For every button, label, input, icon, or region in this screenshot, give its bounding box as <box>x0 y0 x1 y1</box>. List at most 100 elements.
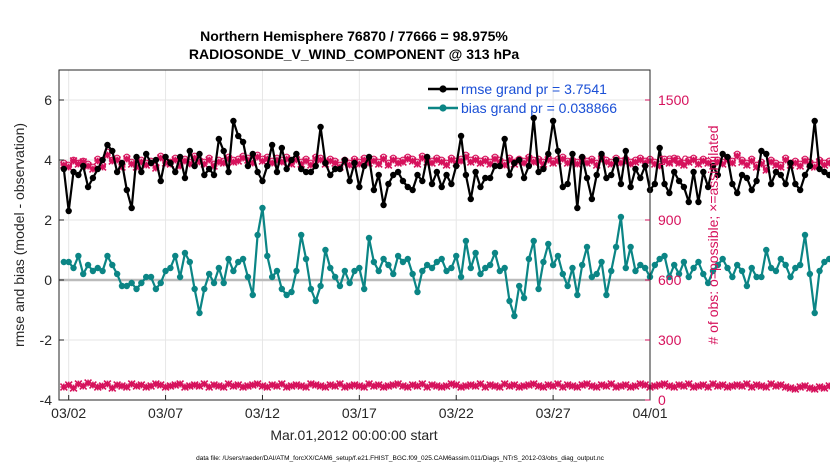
bias-point-107 <box>578 261 586 269</box>
bias-point-92 <box>506 297 513 305</box>
obs-assimilated-point-4 <box>79 158 88 166</box>
obs-assimilated-point-136 <box>718 160 727 168</box>
obs-assimilated-point-148 <box>776 163 785 171</box>
rmse-point-73 <box>414 171 421 179</box>
obs-assimilated-point-153 <box>801 157 809 165</box>
rmse-point-20 <box>157 177 164 185</box>
legend-bias-label: bias grand pr = 0.038866 <box>461 100 617 116</box>
rmse-point-41 <box>259 177 266 185</box>
obs-low-point-130 <box>689 383 698 391</box>
bias-point-116 <box>622 264 629 272</box>
obs-low-point-117 <box>626 383 635 391</box>
obs-low-point-114 <box>612 383 621 391</box>
obs-low-point-33 <box>219 383 228 391</box>
obs-low-point-74 <box>418 380 427 388</box>
rmse-point-82 <box>457 132 465 140</box>
obs-assimilated-point-8 <box>98 163 107 171</box>
bias-point-55 <box>327 264 334 272</box>
bias-point-90 <box>496 267 504 275</box>
obs-low-point-103 <box>558 383 567 391</box>
obs-assimilated-point-70 <box>398 158 407 166</box>
obs-low-point-138 <box>728 382 737 390</box>
obs-low-point-36 <box>234 381 243 389</box>
rmse-point-35 <box>230 117 237 125</box>
bias-point-93 <box>511 312 518 320</box>
obs-assimilated-point-101 <box>549 159 558 167</box>
rmse-point-26 <box>186 147 193 155</box>
obs-low-point-15 <box>132 382 141 390</box>
rmse-point-95 <box>520 174 528 182</box>
obs-assimilated-point-40 <box>253 153 262 161</box>
bias-point-73 <box>414 288 421 296</box>
rmse-point-94 <box>516 156 523 164</box>
rmse-point-115 <box>617 180 625 188</box>
obs-low-point-143 <box>752 381 761 389</box>
obs-low-point-102 <box>553 380 562 388</box>
obs-low-point-127 <box>675 381 684 389</box>
obs-assimilated-point-6 <box>88 165 97 173</box>
rmse-point-101 <box>549 117 557 125</box>
x-tick-label-5: 03/27 <box>536 405 571 421</box>
obs-low-point-55 <box>326 381 335 389</box>
rmse-point-62 <box>360 162 368 170</box>
obs-low-point-65 <box>374 381 383 389</box>
y-tick-label-left-2: 0 <box>44 272 52 288</box>
bias-point-36 <box>235 258 242 266</box>
rmse-point-63 <box>365 153 373 161</box>
obs-low-point-3 <box>74 380 83 388</box>
bias-point-25 <box>181 249 189 257</box>
bias-point-128 <box>680 258 688 266</box>
obs-low-point-62 <box>360 383 369 391</box>
obs-assimilated-point-112 <box>602 158 611 166</box>
obs-low-point-110 <box>592 383 601 391</box>
bias-point-81 <box>453 252 460 260</box>
bias-point-32 <box>215 264 223 272</box>
obs-low-point-133 <box>704 383 713 391</box>
bias-point-15 <box>133 285 140 293</box>
obs-assimilated-point-32 <box>214 158 223 166</box>
rmse-point-39 <box>249 150 256 158</box>
obs-low-point-69 <box>394 380 403 388</box>
obs-low-point-21 <box>161 383 170 391</box>
y-tick-label-right-0: 0 <box>658 392 666 408</box>
legend: rmse grand pr = 3.7541 bias grand pr = 0… <box>428 81 617 116</box>
rmse-point-157 <box>821 168 828 176</box>
bias-point-131 <box>695 258 702 266</box>
obs-assimilated-point-23 <box>171 156 180 164</box>
obs-low-point-94 <box>515 383 524 391</box>
obs-assimilated-point-83 <box>461 153 470 161</box>
obs-low-point-73 <box>413 382 422 390</box>
obs-assimilated-point-20 <box>156 154 165 162</box>
rmse-point-156 <box>816 165 823 173</box>
rmse-point-129 <box>685 198 692 206</box>
obs-assimilated-point-56 <box>331 159 340 167</box>
obs-assimilated-point-130 <box>689 156 698 164</box>
rmse-point-138 <box>729 180 736 188</box>
rmse-point-134 <box>709 162 717 170</box>
bias-point-140 <box>738 267 746 275</box>
bias-point-26 <box>186 258 193 266</box>
chart-title-line1: Northern Hemisphere 76870 / 77666 = 98.9… <box>200 28 508 44</box>
obs-assimilated-point-46 <box>282 155 291 163</box>
obs-assimilated-point-10 <box>108 157 117 165</box>
obs-assimilated-point-108 <box>583 159 591 167</box>
bias-point-146 <box>767 264 775 272</box>
obs-low-point-118 <box>631 382 640 390</box>
rmse-point-13 <box>123 186 131 194</box>
bias-point-104 <box>564 282 571 290</box>
rmse-point-55 <box>327 171 334 179</box>
rmse-point-110 <box>593 171 600 179</box>
obs-assimilated-point-69 <box>394 159 403 167</box>
obs-assimilated-point-37 <box>239 154 248 162</box>
obs-low-point-82 <box>457 383 466 391</box>
obs-assimilated-point-141 <box>742 161 751 169</box>
obs-assimilated-point-91 <box>500 161 509 169</box>
obs-assimilated-point-11 <box>113 156 122 164</box>
obs-assimilated-point-25 <box>180 157 189 165</box>
obs-assimilated-point-80 <box>447 156 456 164</box>
bias-point-60 <box>351 267 358 275</box>
bias-point-156 <box>816 267 823 275</box>
bias-point-57 <box>336 282 344 290</box>
obs-assimilated-point-29 <box>200 160 209 168</box>
